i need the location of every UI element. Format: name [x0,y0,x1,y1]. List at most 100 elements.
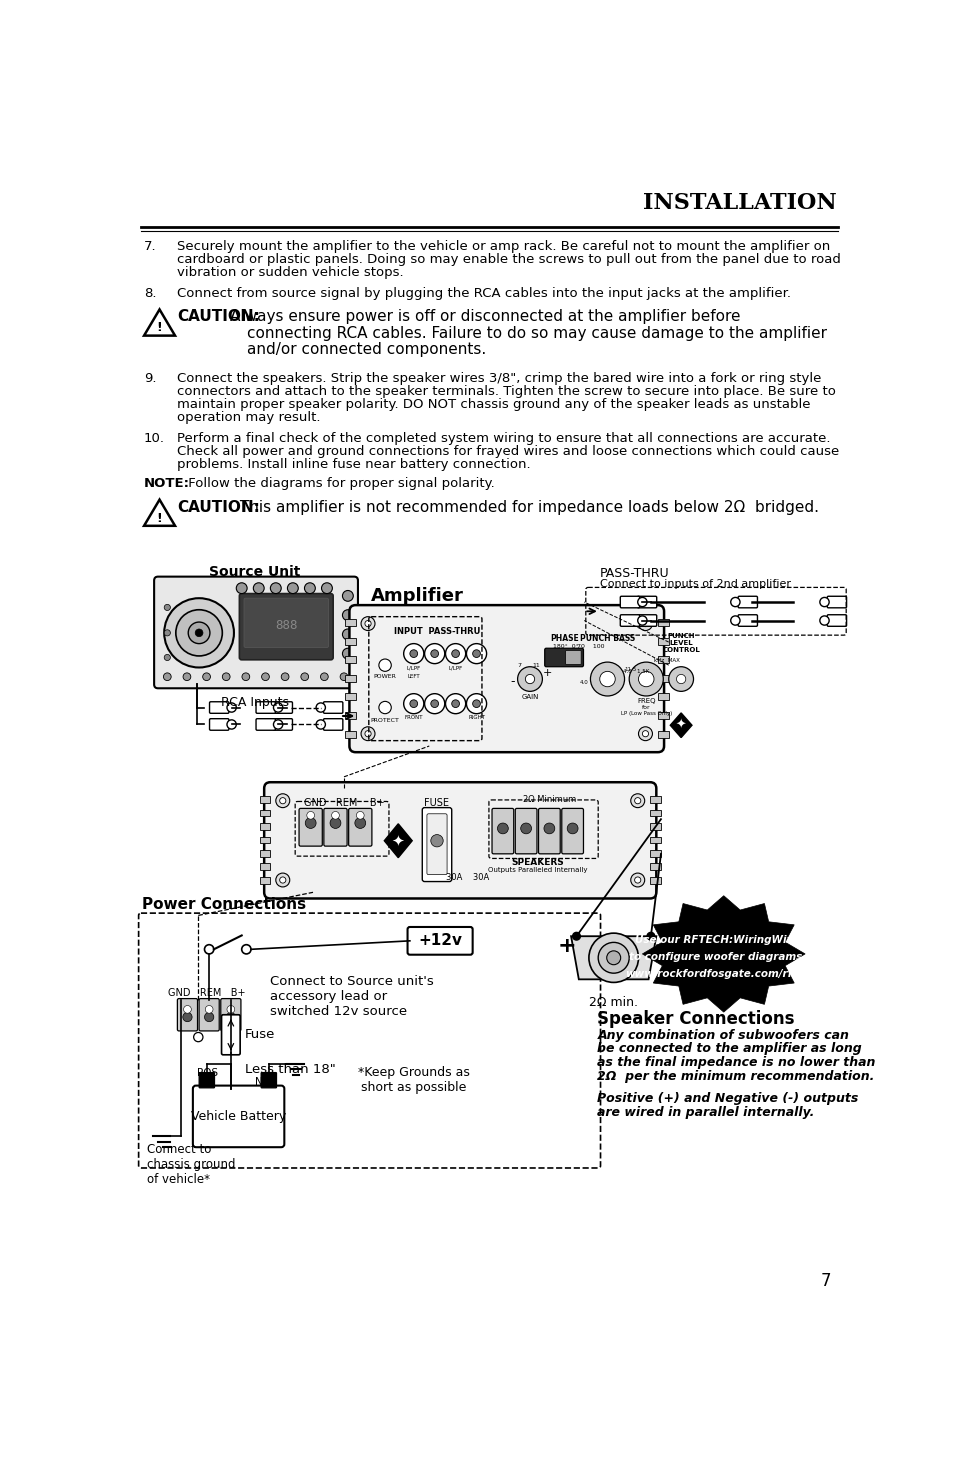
Text: Use our RFTECH:WiringWizard: Use our RFTECH:WiringWizard [635,935,811,945]
FancyBboxPatch shape [407,926,472,954]
Text: Less than 18": Less than 18" [245,1063,335,1075]
Circle shape [321,583,332,593]
Circle shape [183,1006,192,1013]
Circle shape [242,673,250,680]
Circle shape [424,643,444,664]
Circle shape [599,671,615,687]
Circle shape [410,650,417,658]
Circle shape [261,673,269,680]
Circle shape [445,643,465,664]
Text: GND   REM   B+: GND REM B+ [168,988,245,997]
Text: NEG: NEG [254,1077,276,1087]
Text: Vehicle Battery: Vehicle Battery [191,1109,286,1122]
Bar [259,850,270,857]
Bar [344,620,355,625]
Text: operation may result.: operation may result. [177,412,320,425]
Bar [658,620,668,625]
Text: PASS-THRU: PASS-THRU [599,566,669,580]
Circle shape [320,673,328,680]
Circle shape [355,817,365,829]
Text: maintain proper speaker polarity. DO NOT chassis ground any of the speaker leads: maintain proper speaker polarity. DO NOT… [177,398,810,412]
Bar [344,693,355,701]
Circle shape [360,617,375,630]
Circle shape [638,727,652,740]
FancyBboxPatch shape [273,702,293,714]
Text: Connect to Source unit's
accessory lead or
switched 12v source: Connect to Source unit's accessory lead … [270,975,434,1019]
Circle shape [275,873,290,886]
Circle shape [378,659,391,671]
Circle shape [378,702,391,714]
Text: Any combination of subwoofers can: Any combination of subwoofers can [597,1028,848,1041]
Circle shape [274,704,282,712]
Bar [649,810,660,817]
Circle shape [730,617,740,625]
Text: 11: 11 [532,662,539,668]
Text: 2Ω  per the minimum recommendation.: 2Ω per the minimum recommendation. [597,1071,874,1083]
Text: Connect from source signal by plugging the RCA cables into the input jacks at th: Connect from source signal by plugging t… [177,288,791,299]
Circle shape [204,1012,213,1022]
Circle shape [281,673,289,680]
Circle shape [205,1006,213,1013]
Circle shape [188,622,210,643]
Text: INPUT  PASS-THRU: INPUT PASS-THRU [394,627,479,636]
Circle shape [572,932,579,940]
Bar [259,863,270,870]
FancyBboxPatch shape [323,718,342,730]
Circle shape [274,720,282,729]
FancyBboxPatch shape [244,599,328,648]
Circle shape [452,699,459,708]
FancyBboxPatch shape [637,596,656,608]
Circle shape [637,617,646,625]
Circle shape [641,730,648,738]
Circle shape [163,673,171,680]
Polygon shape [571,937,656,979]
FancyBboxPatch shape [193,1086,284,1148]
Text: 4.0: 4.0 [579,680,588,686]
FancyBboxPatch shape [210,702,229,714]
Bar [259,878,270,884]
Circle shape [638,617,652,630]
Text: ✦: ✦ [392,833,404,848]
Text: GND   REM    B+: GND REM B+ [303,798,384,808]
Text: Power Connections: Power Connections [142,897,306,912]
Bar [344,674,355,681]
Text: RIGHT: RIGHT [468,715,484,720]
Circle shape [227,704,236,712]
Text: +: + [542,668,551,679]
FancyBboxPatch shape [492,808,513,854]
Circle shape [606,951,620,965]
FancyBboxPatch shape [220,999,241,1031]
Bar [344,656,355,664]
Circle shape [646,932,654,940]
Text: Always ensure power is off or disconnected at the amplifier before: Always ensure power is off or disconnect… [230,310,740,324]
Text: –: – [654,937,665,956]
Circle shape [227,720,236,729]
Text: as the final impedance is no lower than: as the final impedance is no lower than [597,1056,875,1069]
Text: and/or connected components.: and/or connected components. [247,342,486,357]
Text: !: ! [156,512,162,525]
Text: Follow the diagrams for proper signal polarity.: Follow the diagrams for proper signal po… [183,478,494,490]
Circle shape [175,609,222,656]
Text: 2Ω min.: 2Ω min. [589,996,638,1009]
Text: Check all power and ground connections for frayed wires and loose connections wh: Check all power and ground connections f… [177,445,839,457]
Circle shape [342,628,353,640]
Text: 7: 7 [517,662,520,668]
Text: 8.: 8. [144,288,156,299]
Text: Amplifier: Amplifier [371,587,463,605]
Bar [649,863,660,870]
Circle shape [342,648,353,659]
Circle shape [668,667,693,692]
FancyBboxPatch shape [199,999,219,1031]
Circle shape [330,817,340,829]
Text: 70    100: 70 100 [577,643,603,649]
Text: INSTALLATION: INSTALLATION [642,192,836,214]
Bar [658,674,668,681]
FancyBboxPatch shape [738,596,757,608]
FancyBboxPatch shape [323,702,342,714]
FancyBboxPatch shape [544,648,583,667]
Text: CAUTION:: CAUTION: [177,310,260,324]
Text: Positive (+) and Negative (-) outputs: Positive (+) and Negative (-) outputs [597,1092,858,1105]
Circle shape [287,583,298,593]
Circle shape [431,835,443,847]
Circle shape [236,583,247,593]
